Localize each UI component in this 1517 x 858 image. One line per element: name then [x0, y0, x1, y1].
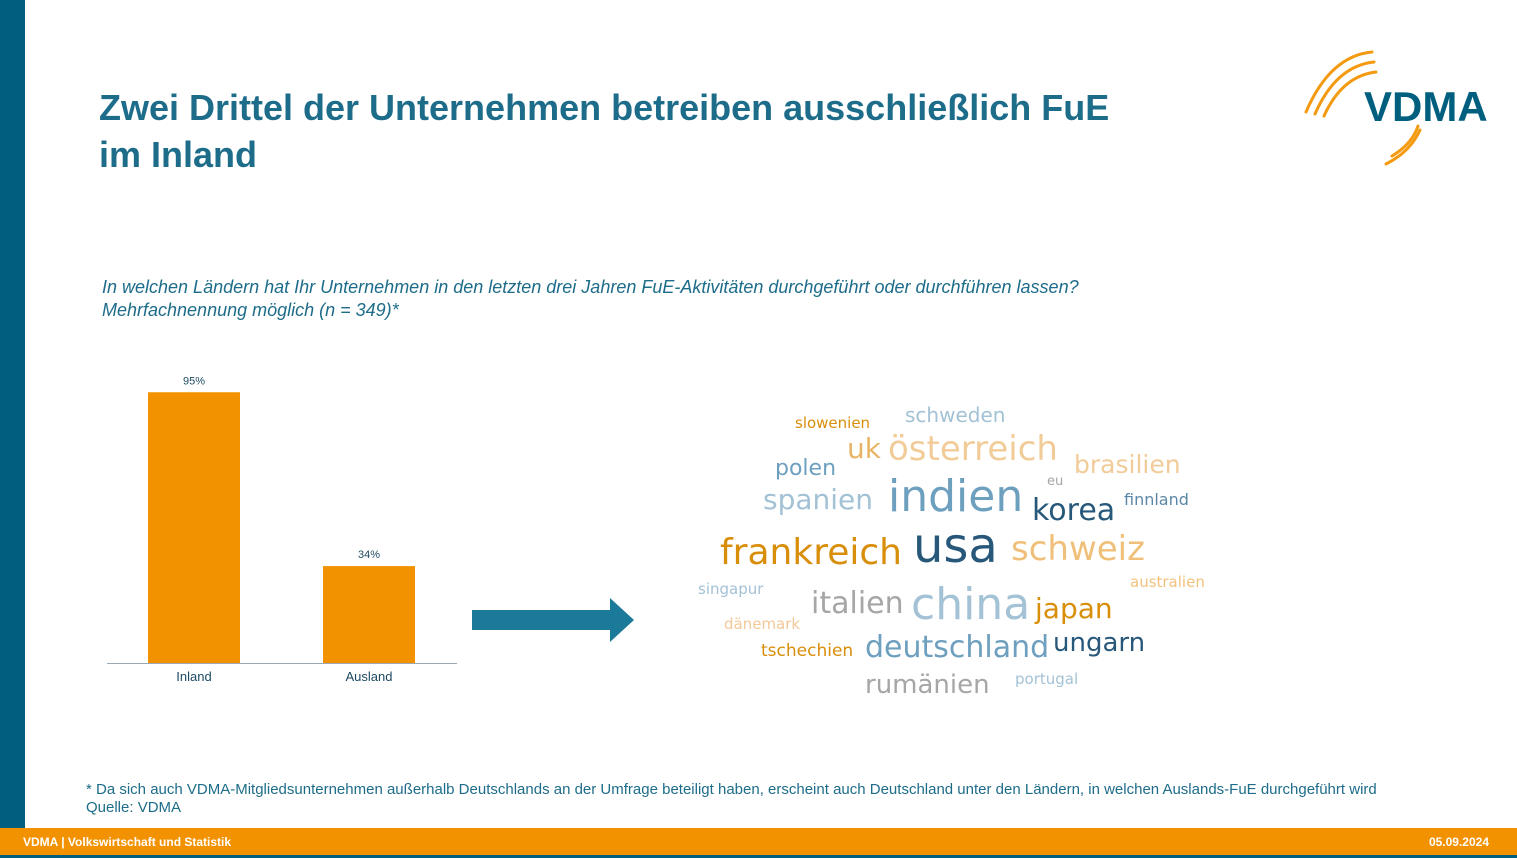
cloud-word-china: china [911, 579, 1031, 630]
cloud-word-dänemark: dänemark [724, 615, 801, 633]
cloud-word-italien: italien [811, 586, 904, 621]
footer-org: VDMA | Volkswirtschaft und Statistik [23, 835, 232, 849]
cloud-word-finnland: finnland [1124, 490, 1189, 509]
data-label-inland: 95% [183, 375, 205, 387]
title-line-2: im Inland [99, 134, 258, 175]
cloud-word-rumänien: rumänien [865, 670, 990, 700]
cloud-word-tschechien: tschechien [761, 641, 854, 661]
cloud-word-australien: australien [1130, 573, 1205, 591]
cloud-word-spanien: spanien [763, 483, 874, 516]
bar-ausland [323, 566, 415, 663]
cloud-word-slowenien: slowenien [795, 414, 871, 432]
cloud-word-österreich: österreich [888, 429, 1058, 469]
cloud-word-eu: eu [1047, 474, 1064, 489]
cloud-word-brasilien: brasilien [1074, 450, 1181, 479]
cloud-word-indien: indien [888, 471, 1024, 522]
data-label-ausland: 34% [358, 549, 380, 561]
cloud-word-japan: japan [1035, 592, 1113, 625]
arrow-icon [472, 598, 634, 642]
category-label-ausland: Ausland [346, 669, 393, 684]
cloud-word-ungarn: ungarn [1053, 628, 1146, 658]
cloud-word-korea: korea [1032, 493, 1116, 528]
bar-inland [148, 392, 240, 663]
vdma-logo: VDMA [1304, 50, 1488, 166]
cloud-word-portugal: portugal [1015, 670, 1079, 688]
cloud-word-schweden: schweden [905, 403, 1006, 427]
footnote-text: * Da sich auch VDMA-Mitgliedsunternehmen… [86, 781, 1377, 798]
footer-bar: VDMA | Volkswirtschaft und Statistik 05.… [0, 828, 1517, 855]
cloud-word-polen: polen [775, 456, 837, 481]
category-label-inland: Inland [176, 669, 211, 684]
cloud-word-deutschland: deutschland [865, 630, 1050, 665]
cloud-word-frankreich: frankreich [720, 532, 902, 573]
question-note: Mehrfachnennung möglich (n = 349)* [102, 300, 399, 320]
page-title: Zwei Drittel der Unternehmen betreiben a… [99, 84, 1219, 178]
title-line-1: Zwei Drittel der Unternehmen betreiben a… [99, 87, 1110, 128]
left-accent-bar [0, 0, 25, 828]
bar-chart: 95% Inland 34% Ausland [107, 375, 457, 684]
cloud-word-usa: usa [913, 518, 998, 574]
cloud-word-schweiz: schweiz [1011, 529, 1145, 569]
footer-date: 05.09.2024 [1428, 835, 1489, 849]
logo-text: VDMA [1364, 83, 1488, 130]
survey-question: In welchen Ländern hat Ihr Unternehmen i… [102, 276, 1079, 322]
source-text: Quelle: VDMA [86, 799, 182, 816]
question-text: In welchen Ländern hat Ihr Unternehmen i… [102, 277, 1079, 297]
footnote: * Da sich auch VDMA-Mitgliedsunternehmen… [86, 781, 1377, 817]
cloud-word-singapur: singapur [698, 580, 764, 598]
word-cloud: slowenien schweden uk österreich polen brasil… [690, 395, 1250, 710]
footer-line [0, 855, 1517, 858]
cloud-word-uk: uk [847, 432, 881, 465]
